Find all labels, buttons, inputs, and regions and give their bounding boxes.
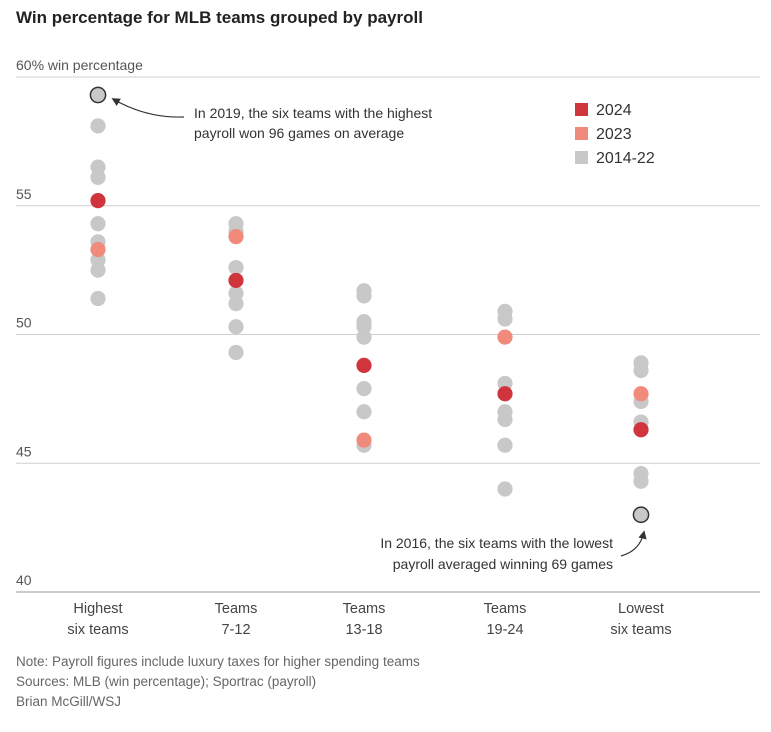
- point-2014-22: [356, 288, 372, 304]
- point-2014-22: [497, 311, 513, 327]
- point-2014-22: [228, 296, 244, 312]
- legend-label: 2014-22: [596, 150, 655, 167]
- point-2014-22: [497, 481, 513, 497]
- point-2024: [633, 422, 649, 438]
- x-category-label: six teams: [67, 622, 128, 638]
- y-tick-label: 60% win percentage: [16, 57, 143, 73]
- annotation-arrow: [620, 530, 647, 557]
- x-category-label: six teams: [610, 622, 671, 638]
- annotation-text: In 2019, the six teams with the highest: [194, 105, 432, 121]
- legend-swatch: [575, 127, 588, 140]
- y-tick-label: 40: [16, 572, 32, 588]
- point-2014-22: [90, 262, 106, 278]
- point-2014-22: [90, 216, 106, 232]
- point-2014-22: [633, 362, 649, 379]
- point-2014-22: [633, 473, 649, 489]
- footer-note: Note: Payroll figures include luxury tax…: [16, 654, 420, 669]
- point-2023: [633, 386, 649, 402]
- point-2024: [90, 193, 106, 209]
- legend-label: 2023: [596, 126, 632, 143]
- x-category-label: Highest: [73, 601, 122, 617]
- x-category-label: Teams: [343, 601, 386, 617]
- legend-label: 2024: [596, 102, 632, 119]
- point-2014-22: [90, 290, 106, 307]
- point-2014-22: [497, 411, 513, 428]
- point-2014-22: [89, 86, 107, 104]
- point-2014-22: [356, 329, 372, 345]
- point-2014-22: [356, 380, 372, 397]
- x-category-label: Lowest: [618, 601, 664, 617]
- point-2023: [90, 241, 106, 258]
- footer-sources: Sources: MLB (win percentage); Sportrac …: [16, 674, 317, 689]
- x-category-label: 13-18: [345, 622, 382, 638]
- x-category-label: 19-24: [486, 622, 523, 638]
- footer-credit: Brian McGill/WSJ: [16, 694, 122, 709]
- point-2014-22: [228, 319, 244, 335]
- x-category-label: Teams: [215, 601, 258, 617]
- annotation-text: payroll won 96 games on average: [194, 125, 404, 141]
- point-2014-22: [228, 344, 244, 361]
- point-2014-22: [632, 506, 650, 524]
- chart-title: Win percentage for MLB teams grouped by …: [16, 8, 423, 27]
- point-2024: [356, 357, 372, 373]
- point-2023: [228, 229, 244, 245]
- y-tick-label: 55: [16, 186, 32, 202]
- annotation-text: payroll averaged winning 69 games: [393, 556, 613, 572]
- legend-swatch: [575, 151, 588, 164]
- point-2024: [497, 386, 513, 402]
- point-2023: [356, 432, 372, 448]
- point-2014-22: [228, 259, 244, 276]
- x-category-label: Teams: [484, 601, 527, 617]
- point-2014-22: [497, 437, 513, 453]
- annotation-text: In 2016, the six teams with the lowest: [380, 535, 613, 551]
- x-category-label: 7-12: [221, 622, 250, 638]
- y-tick-label: 50: [16, 315, 32, 331]
- legend-swatch: [575, 103, 588, 116]
- point-2014-22: [356, 404, 372, 420]
- annotation-arrow: [111, 98, 185, 118]
- point-2014-22: [90, 169, 106, 186]
- point-2023: [497, 329, 513, 345]
- point-2014-22: [90, 118, 106, 134]
- y-tick-label: 45: [16, 443, 32, 459]
- point-2024: [228, 272, 244, 289]
